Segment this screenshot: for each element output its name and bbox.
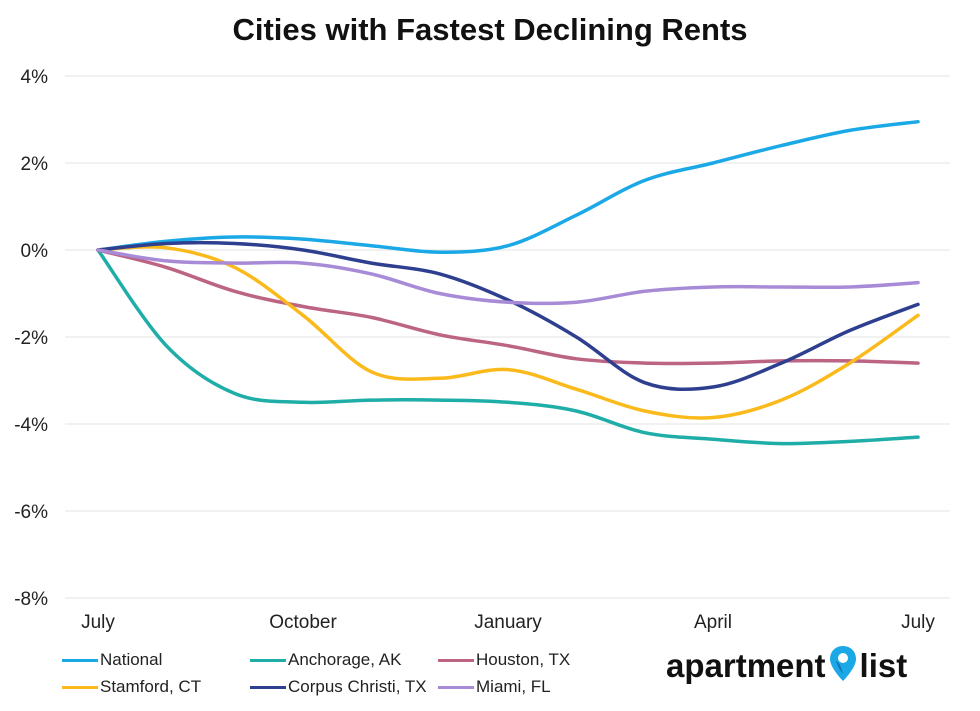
- series-line-stamford-ct: [96, 245, 920, 420]
- series-line-anchorage-ak: [96, 248, 920, 446]
- chart-title: Cities with Fastest Declining Rents: [232, 12, 748, 47]
- y-axis-ticks: 4% 2% 0% -2% -4% -6% -8%: [14, 67, 48, 610]
- legend-swatch: [438, 659, 474, 663]
- legend-swatch: [62, 686, 98, 690]
- legend-label: Houston, TX: [476, 650, 571, 669]
- y-tick-label: -4%: [14, 415, 48, 436]
- series-lines: [96, 119, 920, 446]
- x-tick-label: July: [901, 612, 935, 633]
- logo-text-apartment: apartment: [666, 647, 826, 684]
- y-tick-label: -2%: [14, 328, 48, 349]
- legend-swatch: [438, 686, 474, 690]
- legend-label: Anchorage, AK: [288, 650, 402, 669]
- legend-label: Corpus Christi, TX: [288, 677, 427, 696]
- legend-item: Stamford, CT: [62, 676, 201, 698]
- legend-item: Miami, FL: [438, 676, 551, 698]
- x-tick-label: January: [474, 612, 542, 633]
- y-tick-label: -8%: [14, 589, 48, 610]
- series-line-national: [96, 119, 920, 254]
- y-tick-label: -6%: [14, 502, 48, 523]
- legend-label: Miami, FL: [476, 677, 551, 696]
- legend-label: Stamford, CT: [100, 677, 202, 696]
- x-axis-ticks: July October January April July: [81, 612, 935, 633]
- x-tick-label: April: [694, 612, 732, 633]
- legend-swatch: [62, 659, 98, 663]
- y-tick-label: 2%: [21, 154, 49, 175]
- series-line-miami-fl: [96, 248, 920, 306]
- logo-text-list: list: [859, 647, 908, 684]
- apartment-list-logo: apartment list: [666, 645, 936, 695]
- legend-swatch: [250, 659, 286, 663]
- x-tick-label: July: [81, 612, 115, 633]
- map-pin-icon: [828, 645, 858, 683]
- series-line-corpus-christi-tx: [96, 240, 920, 392]
- legend-item: Houston, TX: [438, 649, 570, 671]
- y-tick-label: 4%: [21, 67, 49, 88]
- series-line-houston-tx: [96, 248, 920, 366]
- gridlines: [65, 75, 950, 599]
- legend-item: National: [62, 649, 162, 671]
- x-tick-label: October: [269, 612, 337, 633]
- legend-label: National: [100, 650, 163, 669]
- y-tick-label: 0%: [21, 241, 49, 262]
- legend-swatch: [250, 686, 286, 690]
- legend-item: Anchorage, AK: [250, 649, 401, 671]
- legend-item: Corpus Christi, TX: [250, 676, 427, 698]
